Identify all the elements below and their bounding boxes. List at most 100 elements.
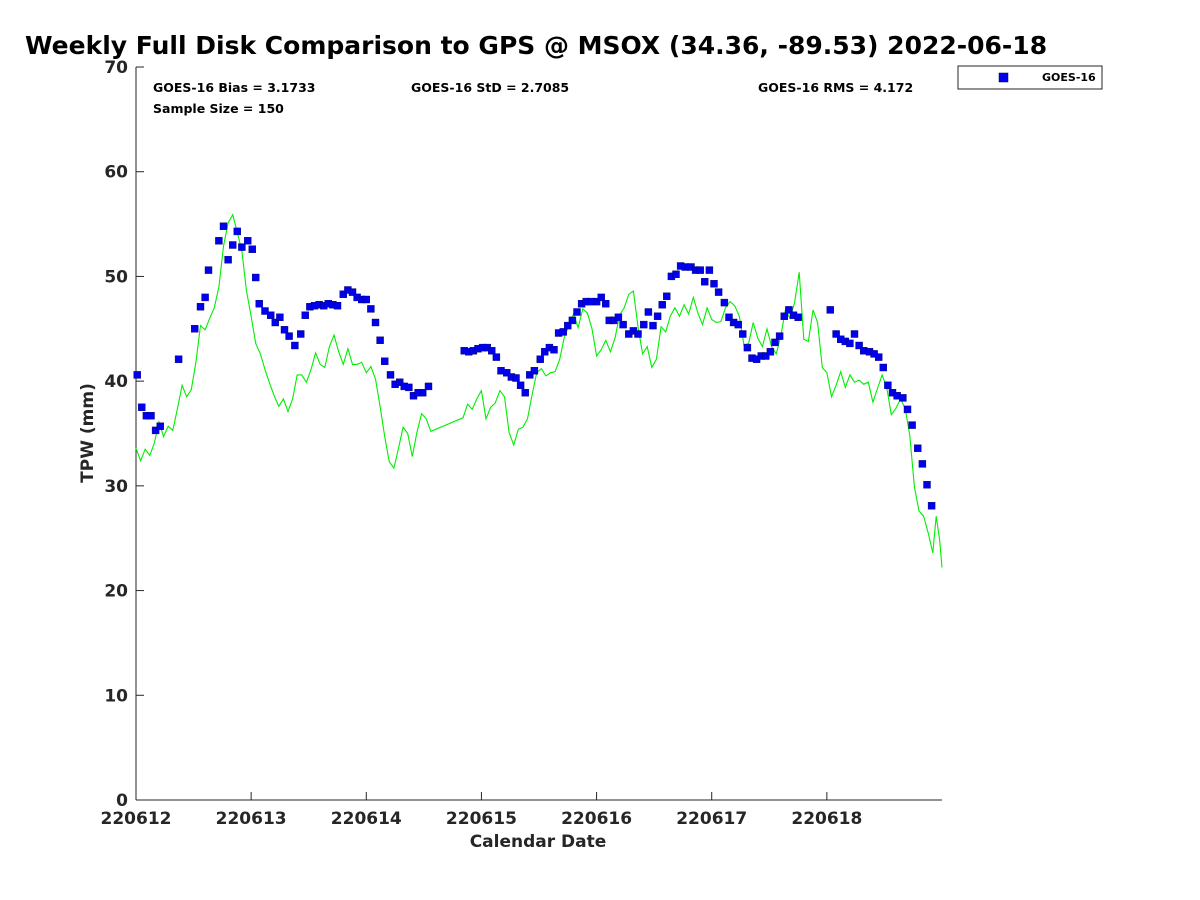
legend-goes16-label: GOES-16 <box>1042 71 1096 84</box>
y-tick-label-3: 30 <box>104 477 128 497</box>
goes16-point-54 <box>419 389 427 397</box>
goes16-point-94 <box>640 320 648 329</box>
goes16-point-44 <box>371 318 380 327</box>
goes16-point-133 <box>850 330 859 338</box>
goes16-point-21 <box>261 307 269 315</box>
goes16-point-106 <box>696 266 704 274</box>
goes16-point-39 <box>348 288 357 296</box>
y-tick-label-6: 60 <box>104 163 128 183</box>
goes16-point-120 <box>762 352 770 360</box>
x-tick-label-3: 220615 <box>446 809 517 829</box>
goes16-point-18 <box>248 245 257 253</box>
goes16-point-68 <box>516 381 525 389</box>
goes16-point-98 <box>658 301 666 309</box>
goes16-point-84 <box>592 297 601 306</box>
goes16-point-5 <box>156 422 164 430</box>
goes16-point-89 <box>614 313 623 321</box>
plot-area: 0 10 20 30 40 50 60 70 220612 220613 220614 220615 2… <box>101 58 943 829</box>
goes16-point-51 <box>405 383 413 392</box>
x-tick-label-4: 220616 <box>561 809 632 829</box>
goes16-point-143 <box>899 394 907 402</box>
goes16-point-43 <box>367 305 375 313</box>
goes16-point-15 <box>233 227 242 236</box>
goes16-point-12 <box>219 222 228 230</box>
stat-std: GOES-16 StD = 2.7085 <box>411 80 569 95</box>
goes16-point-11 <box>215 237 223 245</box>
goes16-point-9 <box>201 293 209 302</box>
goes16-point-97 <box>653 312 662 320</box>
goes16-point-26 <box>285 332 293 340</box>
goes16-point-132 <box>846 339 854 348</box>
goes16-point-10 <box>204 266 213 274</box>
goes16-point-116 <box>743 343 752 352</box>
goes16-point-36 <box>333 302 342 310</box>
goes16-point-85 <box>597 293 605 302</box>
goes16-point-0 <box>133 371 141 379</box>
y-tick-label-4: 40 <box>104 372 128 392</box>
goes16-point-77 <box>559 328 567 336</box>
goes16-point-71 <box>530 367 539 375</box>
goes16-point-123 <box>775 332 784 340</box>
y-tick-label-7: 70 <box>104 58 128 78</box>
x-tick-label-5: 220617 <box>676 809 747 829</box>
goes16-point-125 <box>785 306 793 314</box>
goes16-point-37 <box>339 290 347 298</box>
goes16-point-55 <box>424 382 433 391</box>
goes16-point-70 <box>526 371 534 379</box>
goes16-point-20 <box>255 300 263 308</box>
goes16-point-62 <box>488 347 496 355</box>
goes16-point-138 <box>875 353 883 361</box>
goes16-point-19 <box>251 273 260 282</box>
goes16-point-121 <box>766 348 775 356</box>
goes16-point-101 <box>672 270 680 278</box>
goes16-point-14 <box>228 241 237 249</box>
goes16-point-112 <box>725 313 733 321</box>
goes16-point-75 <box>550 346 558 354</box>
goes16-point-46 <box>381 357 389 365</box>
x-tick-label-1: 220613 <box>216 809 287 829</box>
goes16-point-63 <box>492 353 501 361</box>
goes16-point-78 <box>564 321 572 330</box>
goes16-point-127 <box>794 313 802 321</box>
goes16-point-73 <box>541 348 549 356</box>
goes16-point-7 <box>190 325 199 333</box>
goes16-point-114 <box>734 320 742 329</box>
goes16-point-24 <box>276 313 284 321</box>
y-tick-label-2: 20 <box>104 582 128 602</box>
goes16-point-111 <box>720 298 729 307</box>
x-tick-label-2: 220614 <box>331 809 402 829</box>
goes16-point-129 <box>832 330 840 338</box>
goes16-point-1 <box>138 403 146 411</box>
goes16-point-3 <box>147 412 155 420</box>
goes16-point-109 <box>710 280 718 288</box>
y-tick-label-0: 0 <box>116 791 128 811</box>
goes16-point-145 <box>908 421 916 429</box>
x-tick-label-6: 220618 <box>791 809 862 829</box>
goes16-point-122 <box>771 338 779 347</box>
goes16-point-90 <box>619 320 627 329</box>
goes16-point-146 <box>914 444 922 452</box>
goes16-point-80 <box>573 308 581 316</box>
goes16-point-149 <box>927 502 936 510</box>
goes16-point-8 <box>196 303 205 311</box>
goes16-point-65 <box>503 369 511 377</box>
goes16-point-29 <box>301 311 309 319</box>
gps-series-line <box>135 213 943 568</box>
goes16-point-42 <box>362 295 370 304</box>
goes16-point-22 <box>267 311 275 319</box>
goes16-point-4 <box>151 426 160 435</box>
goes16-point-147 <box>918 460 927 468</box>
legend-box <box>957 65 1103 90</box>
legend-goes16-marker <box>998 72 1009 83</box>
goes16-point-139 <box>879 363 887 372</box>
goes16-point-45 <box>376 336 384 344</box>
goes16-point-69 <box>521 389 529 397</box>
stat-sample-size: Sample Size = 150 <box>153 101 284 116</box>
goes16-point-140 <box>884 381 892 389</box>
x-tick-label-0: 220612 <box>101 809 172 829</box>
legend: GOES-16 <box>957 65 1103 90</box>
goes16-point-25 <box>280 326 289 334</box>
goes16-point-47 <box>386 371 395 379</box>
goes16-point-96 <box>649 321 657 330</box>
